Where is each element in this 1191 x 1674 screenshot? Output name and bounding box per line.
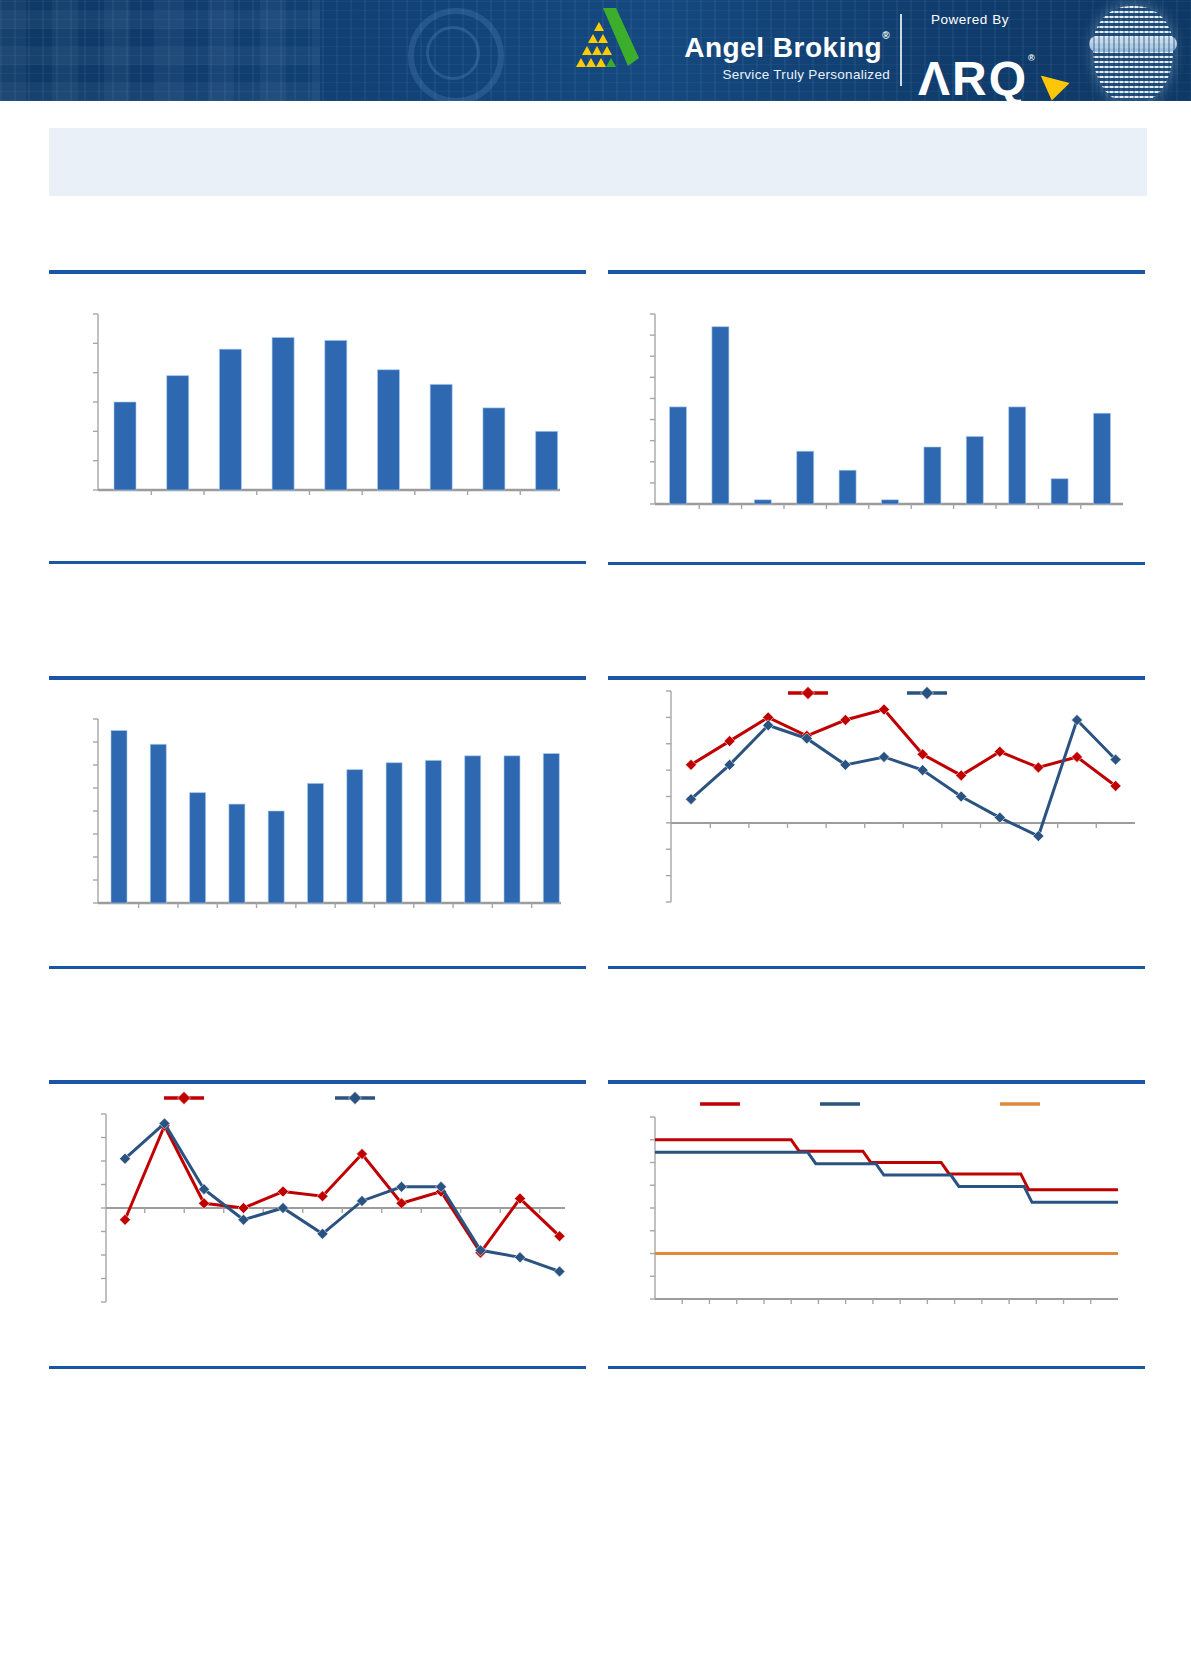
series-line — [125, 1126, 560, 1253]
bars-group — [114, 337, 558, 490]
bar — [430, 384, 452, 490]
bar — [190, 793, 206, 903]
bar — [347, 770, 363, 903]
bars-group — [111, 731, 559, 904]
bar — [229, 804, 245, 903]
bar — [839, 470, 856, 504]
bar — [425, 760, 441, 903]
diamond-marker — [515, 1252, 526, 1263]
diamond-marker — [396, 1181, 407, 1192]
diamond-marker — [120, 1214, 131, 1225]
report-page: Angel Broking® Service Truly Personalize… — [0, 0, 1191, 1674]
bar — [219, 349, 241, 490]
bar — [1094, 413, 1111, 504]
diamond-marker — [278, 1186, 289, 1197]
bar — [924, 447, 941, 504]
chart-bar-top-left — [93, 314, 560, 495]
diamond-marker — [994, 812, 1005, 823]
bar — [543, 754, 559, 904]
series-red-series — [120, 1120, 566, 1258]
bar — [504, 756, 520, 903]
bar — [966, 436, 983, 504]
bar — [272, 337, 294, 490]
bar — [712, 327, 729, 504]
bar — [167, 376, 189, 490]
step-line — [655, 1152, 1118, 1202]
bar — [483, 408, 505, 490]
bar — [378, 370, 400, 490]
chart-line-mid-right — [666, 687, 1135, 903]
bar — [268, 811, 284, 903]
step-line — [655, 1140, 1118, 1190]
series-blue-series — [120, 1118, 566, 1277]
bar — [111, 731, 127, 904]
diamond-marker — [554, 1266, 565, 1277]
bar — [882, 500, 899, 504]
bar — [325, 340, 347, 490]
bar — [670, 407, 687, 504]
step-blue-series — [655, 1152, 1118, 1202]
chart-bar-top-right — [650, 314, 1123, 509]
chart-step-bottom-right — [650, 1104, 1118, 1304]
bar — [150, 744, 166, 903]
diamond-marker — [349, 1092, 362, 1105]
diamond-marker — [802, 687, 815, 700]
diamond-marker — [1033, 762, 1044, 773]
legend — [164, 1092, 375, 1105]
legend — [788, 687, 947, 700]
bar — [114, 402, 136, 490]
series-line — [691, 720, 1116, 836]
bar — [465, 756, 481, 903]
bar — [754, 500, 771, 504]
bar — [797, 451, 814, 504]
charts-canvas — [0, 0, 1191, 1674]
step-red-series — [655, 1140, 1118, 1190]
bars-group — [670, 327, 1111, 504]
series-red-series — [686, 704, 1122, 791]
chart-bar-mid-left — [93, 719, 561, 908]
diamond-marker — [1033, 831, 1044, 842]
bar — [1009, 407, 1026, 504]
bar — [386, 763, 402, 903]
bar — [536, 431, 558, 490]
diamond-marker — [921, 687, 934, 700]
bar — [308, 783, 324, 903]
diamond-marker — [879, 751, 890, 762]
series-line — [691, 709, 1116, 785]
bar — [1051, 479, 1068, 504]
series-line — [125, 1123, 560, 1271]
diamond-marker — [178, 1092, 191, 1105]
diamond-marker — [238, 1203, 249, 1214]
diamond-marker — [840, 715, 851, 726]
chart-line-bottom-left — [101, 1092, 565, 1303]
